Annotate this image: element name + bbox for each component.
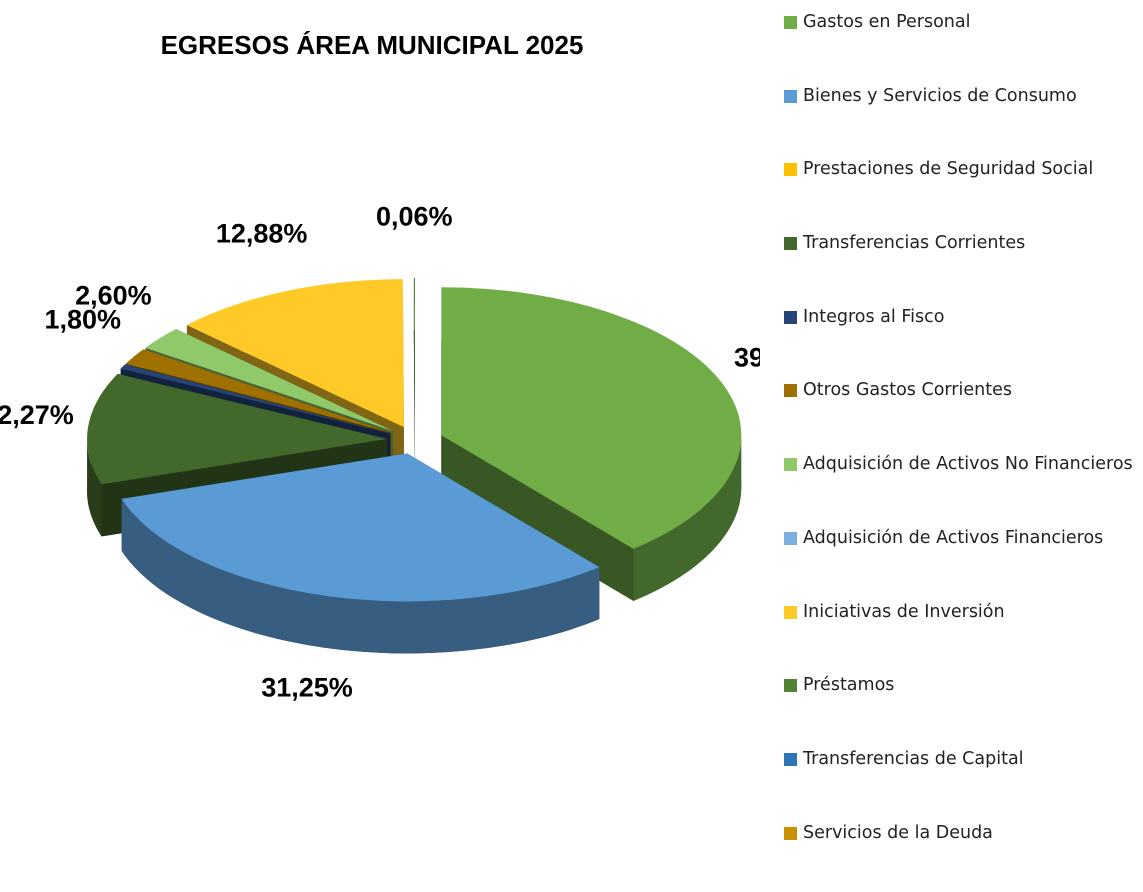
slice-top: [145, 329, 394, 432]
legend-swatch: [784, 458, 797, 472]
legend-label: Gastos en Personal: [803, 12, 971, 32]
legend-swatch: [784, 163, 797, 177]
legend-swatch: [784, 826, 797, 840]
legend-label: Bienes y Servicios de Consumo: [803, 85, 1077, 106]
legend-swatch: [784, 237, 797, 251]
legend-item: Bienes y Servicios de Consumo: [784, 82, 1139, 156]
legend-label: Integros al Fisco: [803, 306, 945, 327]
legend-swatch: [784, 531, 797, 545]
chart-title: EGRESOS ÁREA MUNICIPAL 2025: [161, 30, 584, 60]
legend: Gastos en Personal Bienes y Servicios de …: [784, 8, 1139, 892]
slice-top: [121, 453, 600, 602]
slice-wall: [633, 435, 742, 601]
legend-item: Transferencias Corrientes: [784, 229, 1139, 303]
legend-item: Adquisición de Activos No Financieros: [784, 450, 1139, 524]
legend-label: Adquisición de Activos No Financieros: [803, 454, 1133, 475]
data-label: 2,60%: [75, 281, 152, 311]
slice-top: [87, 373, 388, 485]
legend-item: Gastos en Personal: [784, 8, 1139, 82]
data-label: 0,06%: [376, 201, 453, 231]
legend-swatch: [784, 605, 797, 619]
chart: EGRESOS ÁREA MUNICIPAL 2025 39,13% 31,25%…: [0, 30, 760, 703]
slice-top: [413, 278, 415, 427]
data-label: 1,80%: [45, 305, 122, 335]
legend-item: Otros Gastos Corrientes: [784, 376, 1139, 450]
slice-top: [125, 349, 392, 433]
data-label: 31,25%: [261, 672, 353, 702]
legend-swatch: [784, 752, 797, 766]
legend-label: Servicios de la Deuda: [803, 822, 993, 843]
data-label: 12,88%: [216, 219, 308, 249]
legend-label: Adquisición de Activos Financieros: [803, 527, 1104, 548]
legend-label: Otros Gastos Corrientes: [803, 380, 1012, 401]
legend-item: Préstamos: [784, 671, 1139, 745]
legend-label: Prestaciones de Seguridad Social: [803, 159, 1094, 180]
slice-top: [120, 364, 391, 434]
legend-label: Transferencias de Capital: [803, 748, 1024, 769]
legend-item: Adquisición de Activos Financieros: [784, 524, 1139, 598]
page: EGRESOS ÁREA MUNICIPAL 2025 39,13% 31,25%…: [0, 12, 1133, 843]
legend-item: Iniciativas de Inversión: [784, 598, 1139, 672]
slice: [413, 278, 415, 479]
slice-wall: [87, 438, 102, 537]
legend-item: Transferencias de Capital: [784, 745, 1139, 819]
legend-label: Préstamos: [803, 675, 895, 696]
legend-swatch: [784, 310, 797, 324]
legend-item: Servicios de la Deuda: [784, 819, 1139, 892]
legend-swatch: [784, 384, 797, 398]
legend-label: Iniciativas de Inversión: [803, 601, 1005, 622]
data-label: 12,27%: [0, 400, 74, 430]
legend-item: Integros al Fisco: [784, 303, 1139, 377]
slice-top: [441, 287, 742, 549]
legend-label: Transferencias Corrientes: [803, 233, 1026, 254]
slice-wall: [121, 498, 600, 654]
data-label: 39,13%: [734, 342, 760, 372]
slice-top: [186, 279, 404, 428]
legend-swatch: [784, 89, 797, 103]
legend-item: Prestaciones de Seguridad Social: [784, 155, 1139, 229]
slice: [121, 453, 600, 654]
slice-edge: [413, 278, 415, 479]
legend-swatch: [784, 679, 797, 693]
legend-swatch: [784, 16, 797, 29]
